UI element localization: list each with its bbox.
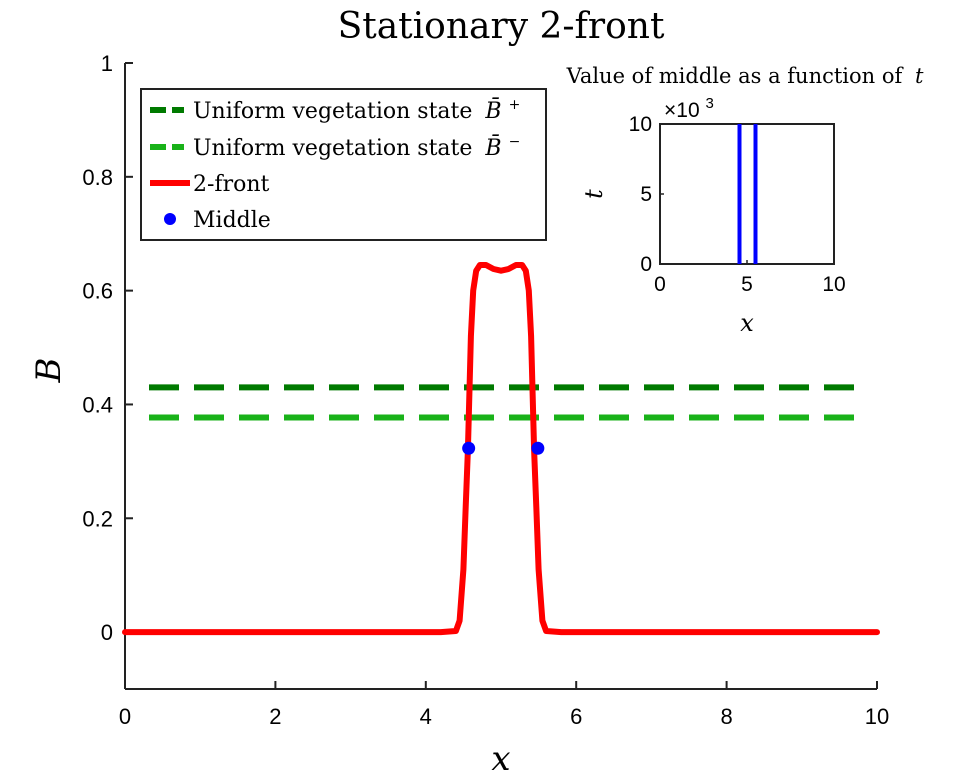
y-tick-label: 0.6 [82,279,113,304]
legend-sup-b-plus: + [509,97,521,113]
inset-x-tick-label: 10 [822,273,845,296]
legend: Uniform vegetation state B̄ + Uniform ve… [140,88,547,241]
y-tick-label: 0.2 [82,506,113,531]
legend-item-b-minus: Uniform vegetation state B̄ − [193,134,520,161]
inset-x-tick-label: 5 [741,273,753,296]
chart-title: Stationary 2-front [338,6,665,47]
inset-y-ticks: 0 5 10 [629,113,664,276]
inset-x-tick-label: 0 [654,273,666,296]
inset-title-symbol: t [915,64,924,88]
middle-marker [462,441,476,455]
legend-symbol-b-plus: B̄ [484,97,501,124]
x-axis-label: x [491,739,510,776]
x-tick-label: 10 [865,704,889,729]
y-tick-label: 0 [101,620,113,645]
inset-frame [659,123,835,265]
inset-y-exponent-base: ×10 [664,99,700,122]
legend-label-b-plus: Uniform vegetation state [193,99,472,124]
y-tick-label: 0.4 [82,392,113,417]
main-plot-area: 0 2 4 6 8 10 0 0.2 0.4 0.6 0.8 1 [82,51,889,729]
y-axis-label: B [29,358,69,384]
middle-marker [531,441,545,455]
x-tick-label: 2 [269,704,281,729]
legend-sup-b-minus: − [509,134,521,150]
inset-y-exponent: ×10 3 [664,95,714,122]
legend-symbol-b-minus: B̄ [484,134,501,161]
legend-label-b-minus: Uniform vegetation state [193,136,472,161]
y-ticks: 0 0.2 0.4 0.6 0.8 1 [82,51,133,645]
inset-y-tick-label: 10 [629,113,652,136]
x-tick-label: 0 [119,704,131,729]
series-2-front-line [122,262,880,636]
y-tick-label: 1 [101,51,113,76]
legend-label-2-front: 2-front [193,172,270,197]
inset-x-axis-label: x [740,309,754,337]
legend-label-middle: Middle [193,208,271,233]
y-tick-label: 0.8 [82,165,113,190]
x-tick-label: 4 [420,704,432,729]
legend-swatch-middle [164,213,176,225]
x-ticks: 0 2 4 6 8 10 [119,681,889,729]
x-tick-label: 6 [570,704,582,729]
x-tick-label: 8 [720,704,732,729]
inset-y-exponent-power: 3 [705,95,713,112]
series-layer [122,262,880,636]
inset-y-tick-label: 5 [640,183,652,206]
inset-series-layer [737,124,758,264]
inset-title: Value of middle as a function of t [566,64,924,88]
inset-y-axis-label: t [580,189,608,199]
legend-box [140,88,547,241]
inset-x-ticks: 0 5 10 [654,260,846,296]
inset-title-text: Value of middle as a function of [566,64,905,88]
legend-item-b-plus: Uniform vegetation state B̄ + [193,97,520,124]
inset-y-tick-label: 0 [640,253,652,276]
inset-plot: Value of middle as a function of t ×10 3… [566,64,924,337]
